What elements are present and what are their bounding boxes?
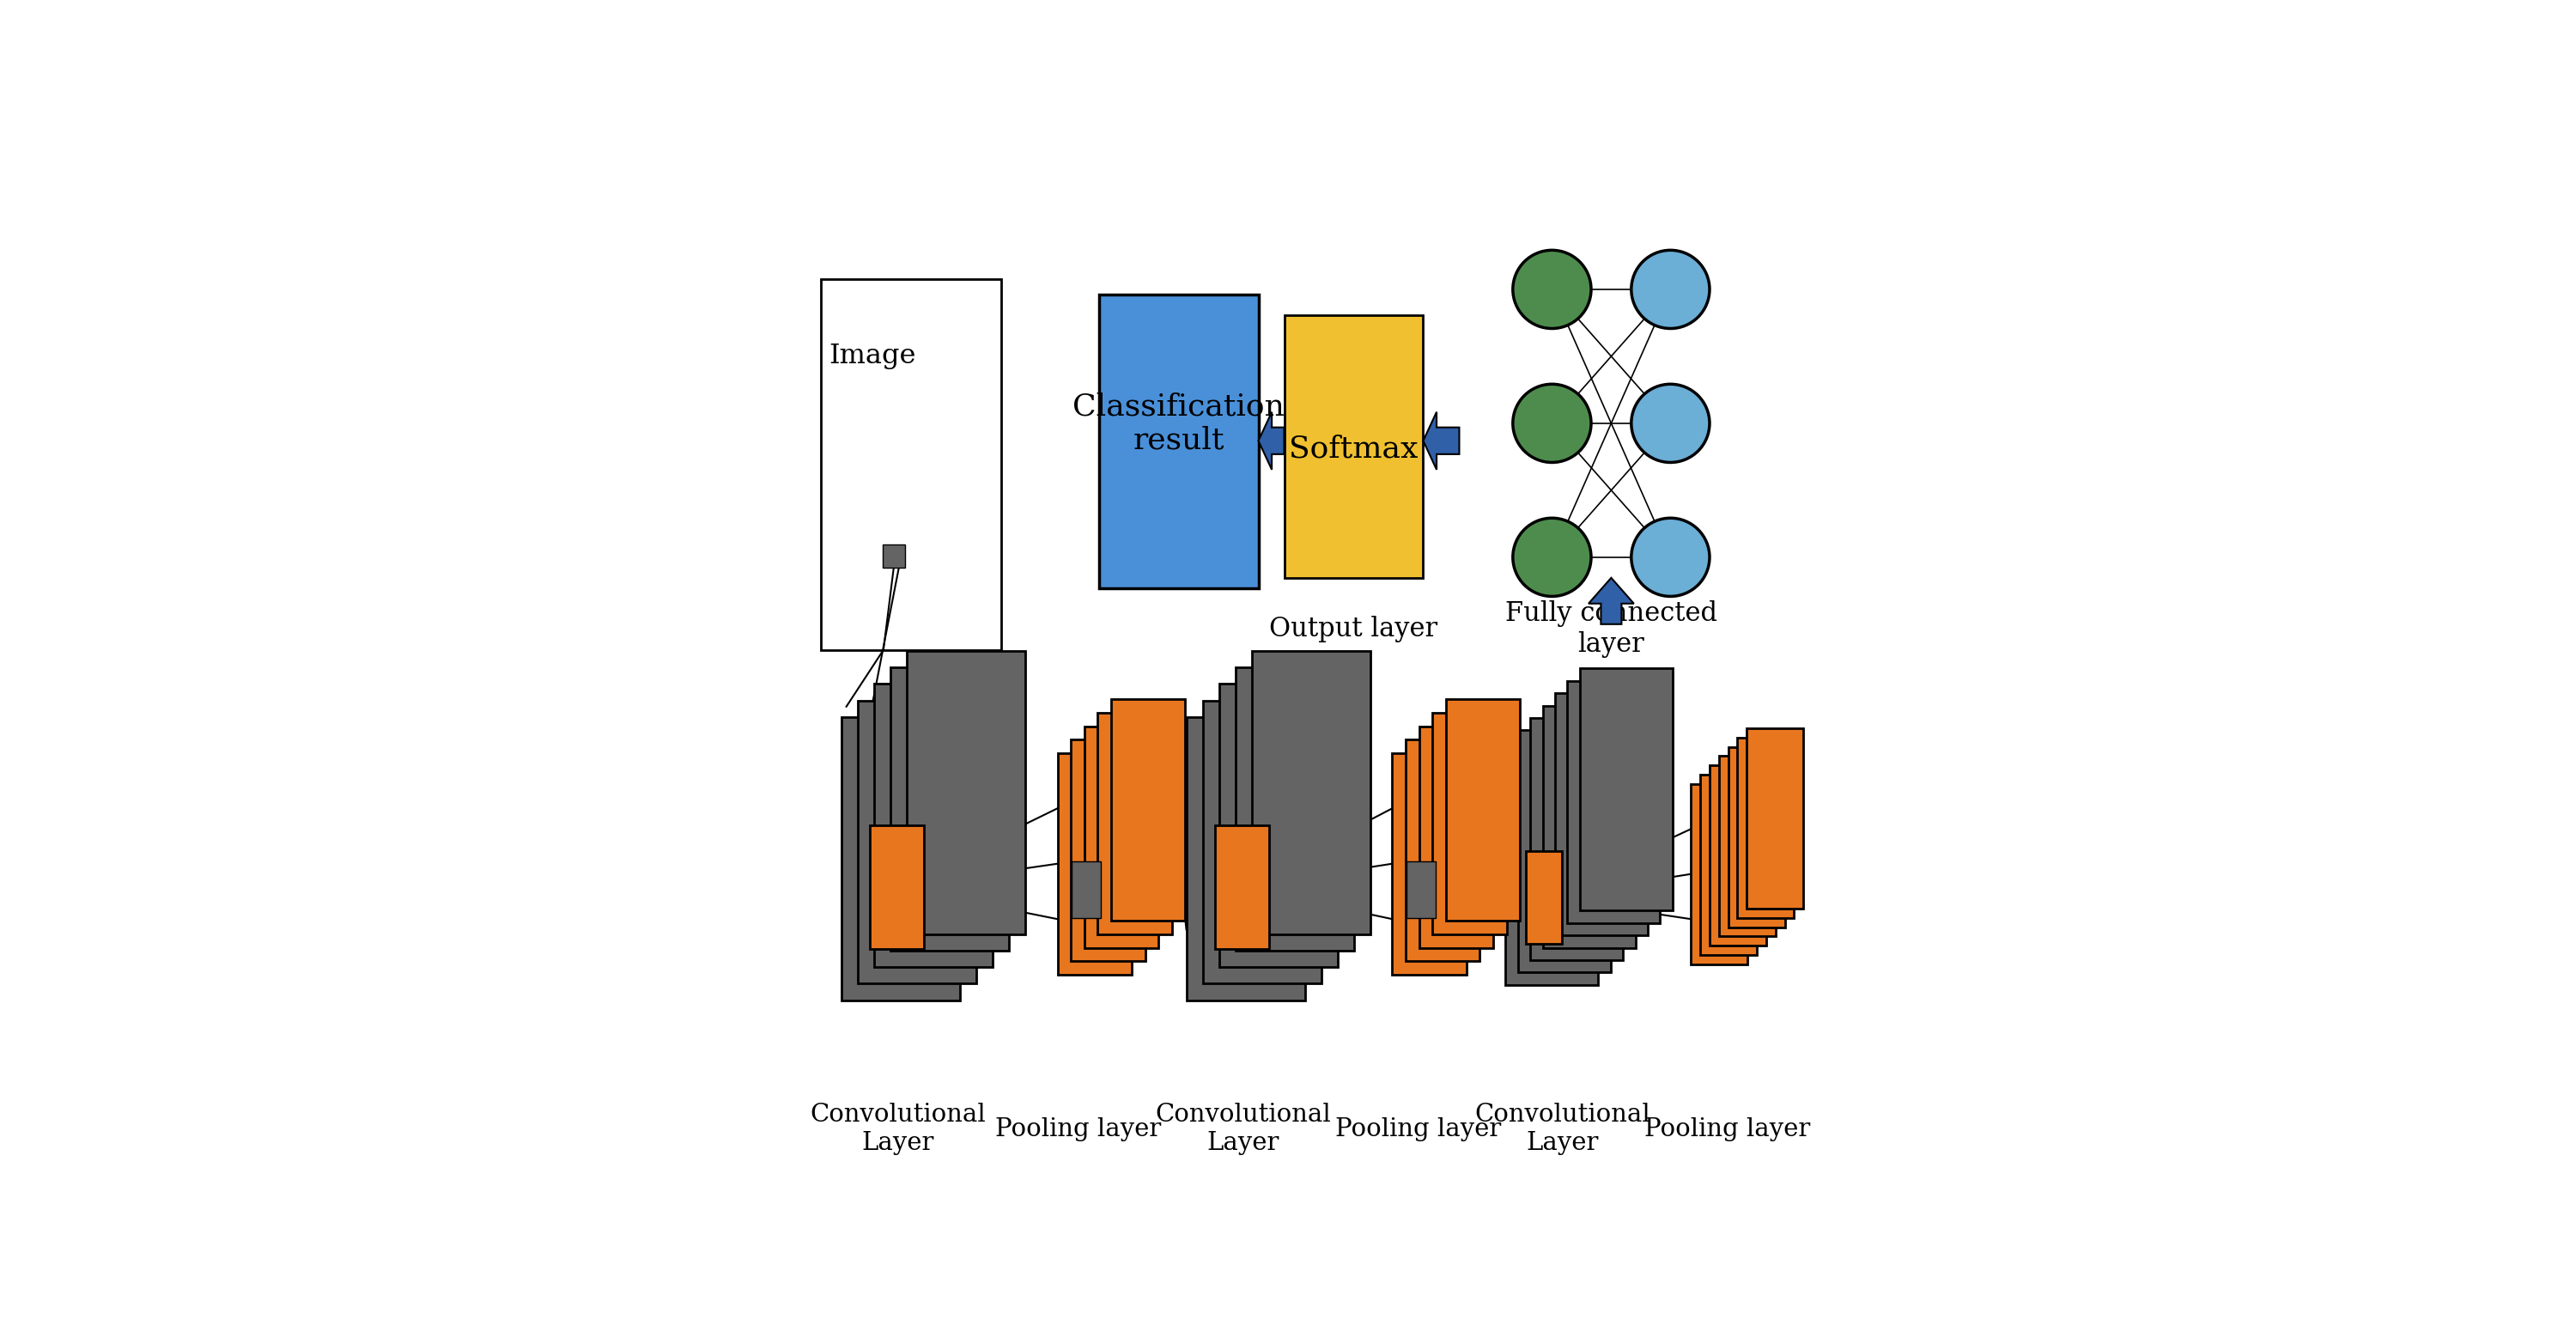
Bar: [907, 652, 1025, 934]
Bar: [1445, 700, 1520, 921]
Bar: [1072, 862, 1100, 918]
Circle shape: [1512, 384, 1592, 463]
Bar: [1566, 681, 1659, 923]
Bar: [873, 684, 992, 967]
Bar: [1097, 713, 1172, 934]
Bar: [1419, 727, 1494, 947]
Bar: [1525, 851, 1561, 943]
Polygon shape: [1589, 578, 1633, 624]
Bar: [1543, 705, 1636, 947]
Bar: [1690, 784, 1747, 965]
Bar: [1747, 728, 1803, 909]
Text: Softmax: Softmax: [1288, 435, 1419, 464]
Bar: [1517, 731, 1610, 973]
Bar: [1718, 756, 1775, 937]
Text: Convolutional
Layer: Convolutional Layer: [1154, 1103, 1332, 1155]
Bar: [1556, 693, 1649, 935]
Text: Output layer: Output layer: [1270, 615, 1437, 642]
Bar: [1285, 316, 1422, 578]
Bar: [1216, 826, 1270, 949]
Bar: [1579, 669, 1672, 911]
Bar: [1406, 740, 1479, 961]
Bar: [1084, 727, 1159, 947]
Text: Convolutional
Layer: Convolutional Layer: [1473, 1103, 1651, 1155]
Bar: [871, 826, 925, 949]
Bar: [1700, 775, 1757, 955]
Bar: [1110, 700, 1185, 921]
Circle shape: [1512, 518, 1592, 597]
Bar: [1391, 753, 1466, 974]
Bar: [1530, 719, 1623, 961]
Circle shape: [1631, 384, 1710, 463]
Bar: [1188, 717, 1306, 1001]
Bar: [1252, 652, 1370, 934]
Bar: [822, 280, 1002, 650]
Bar: [884, 545, 904, 567]
Bar: [1504, 743, 1597, 985]
Polygon shape: [1260, 412, 1285, 470]
Bar: [1236, 668, 1355, 951]
Bar: [1432, 713, 1507, 934]
Bar: [1736, 737, 1793, 918]
Text: Convolutional
Layer: Convolutional Layer: [809, 1103, 987, 1155]
Circle shape: [1631, 518, 1710, 597]
Text: Pooling layer: Pooling layer: [1643, 1117, 1811, 1141]
Bar: [1710, 765, 1767, 946]
Text: Pooling layer: Pooling layer: [1334, 1117, 1502, 1141]
Bar: [1218, 684, 1337, 967]
Bar: [842, 717, 961, 1001]
Text: Fully connected
layer: Fully connected layer: [1504, 601, 1718, 658]
Bar: [1072, 740, 1146, 961]
Bar: [1100, 294, 1260, 589]
Circle shape: [1512, 250, 1592, 329]
Bar: [891, 668, 1010, 951]
Bar: [1059, 753, 1131, 974]
Text: Image: Image: [829, 343, 914, 369]
Bar: [858, 700, 976, 983]
Text: Pooling layer: Pooling layer: [994, 1117, 1162, 1141]
Polygon shape: [1422, 412, 1458, 470]
Bar: [1203, 700, 1321, 983]
Bar: [1406, 862, 1435, 918]
Circle shape: [1631, 250, 1710, 329]
Text: Classification
result: Classification result: [1072, 392, 1285, 455]
Bar: [1728, 747, 1785, 927]
